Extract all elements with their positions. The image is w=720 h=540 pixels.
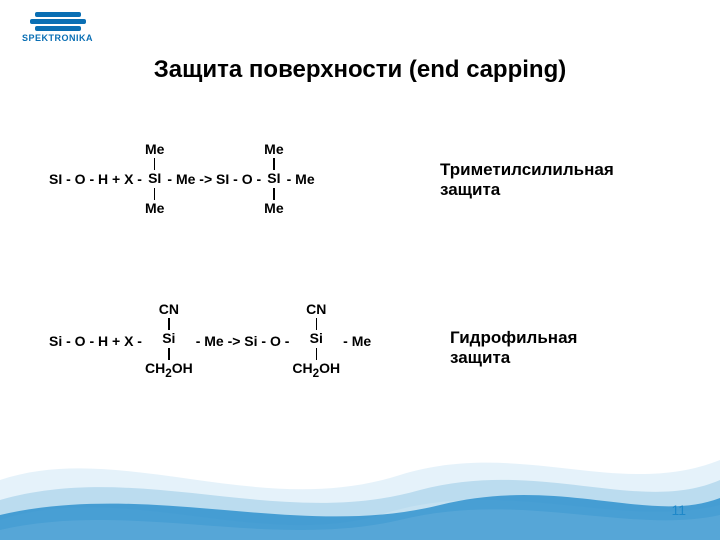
decorative-waves <box>0 420 720 540</box>
logo-stripe-1 <box>35 12 81 17</box>
rxn0-center-left: Me SI Me <box>145 142 164 216</box>
rxn0-cr-bot: Me <box>264 201 283 216</box>
rxn1-center-right: CN Si CH2OH <box>292 302 340 380</box>
rxn1-cl-top: CN <box>159 302 179 317</box>
logo-stripe-2 <box>30 19 86 24</box>
rxn1-tail: - Me <box>340 333 374 349</box>
logo-stripes <box>22 12 93 31</box>
label-hydrophilic: Гидрофильная защита <box>450 328 577 368</box>
rxn1-mid: - Me -> Si - O - <box>193 333 293 349</box>
waves-svg <box>0 420 720 540</box>
brand-logo: SPEKTRONIKA <box>22 12 93 43</box>
reaction-trimethylsilyl: SI - O - H + X - Me SI Me - Me -> SI - O… <box>46 142 318 216</box>
rxn0-cl-bot: Me <box>145 201 164 216</box>
rxn0-cr-mid: SI <box>267 171 280 186</box>
rxn1-left: Si - O - H + X - <box>46 333 145 349</box>
rxn1-cr-mid: Si <box>310 331 323 346</box>
bond-bar <box>316 318 318 330</box>
bond-bar <box>154 158 156 170</box>
label-trimethylsilyl: Триметилсилильная защита <box>440 160 614 200</box>
rxn0-center-right: Me SI Me <box>264 142 283 216</box>
rxn1-cr-bot: CH2OH <box>292 361 340 381</box>
reaction-hydrophilic: Si - O - H + X - CN Si CH2OH - Me -> Si … <box>46 302 374 380</box>
bond-bar <box>273 188 275 200</box>
rxn1-cl-bot: CH2OH <box>145 361 193 381</box>
rxn0-left: SI - O - H + X - <box>46 171 145 187</box>
logo-text: SPEKTRONIKA <box>22 33 93 43</box>
rxn0-cl-mid: SI <box>148 171 161 186</box>
rxn1-center-left: CN Si CH2OH <box>145 302 193 380</box>
wave-path-1 <box>0 460 720 525</box>
rxn1-cr-top: CN <box>306 302 326 317</box>
page-title: Защита поверхности (end capping) <box>0 56 720 84</box>
rxn1-cl-mid: Si <box>162 331 175 346</box>
bond-bar <box>316 348 318 360</box>
wave-path-3 <box>0 495 720 540</box>
bond-bar <box>168 318 170 330</box>
bond-bar <box>273 158 275 170</box>
reaction-row: SI - O - H + X - Me SI Me - Me -> SI - O… <box>46 142 318 216</box>
rxn0-cl-top: Me <box>145 142 164 157</box>
reaction-row: Si - O - H + X - CN Si CH2OH - Me -> Si … <box>46 302 374 380</box>
bond-bar <box>154 188 156 200</box>
page-number: 11 <box>671 502 686 518</box>
bond-bar <box>168 348 170 360</box>
rxn0-tail: - Me <box>284 171 318 187</box>
wave-path-2 <box>0 480 720 530</box>
rxn0-cr-top: Me <box>264 142 283 157</box>
rxn0-mid: - Me -> SI - O - <box>164 171 264 187</box>
logo-stripe-3 <box>35 26 81 31</box>
